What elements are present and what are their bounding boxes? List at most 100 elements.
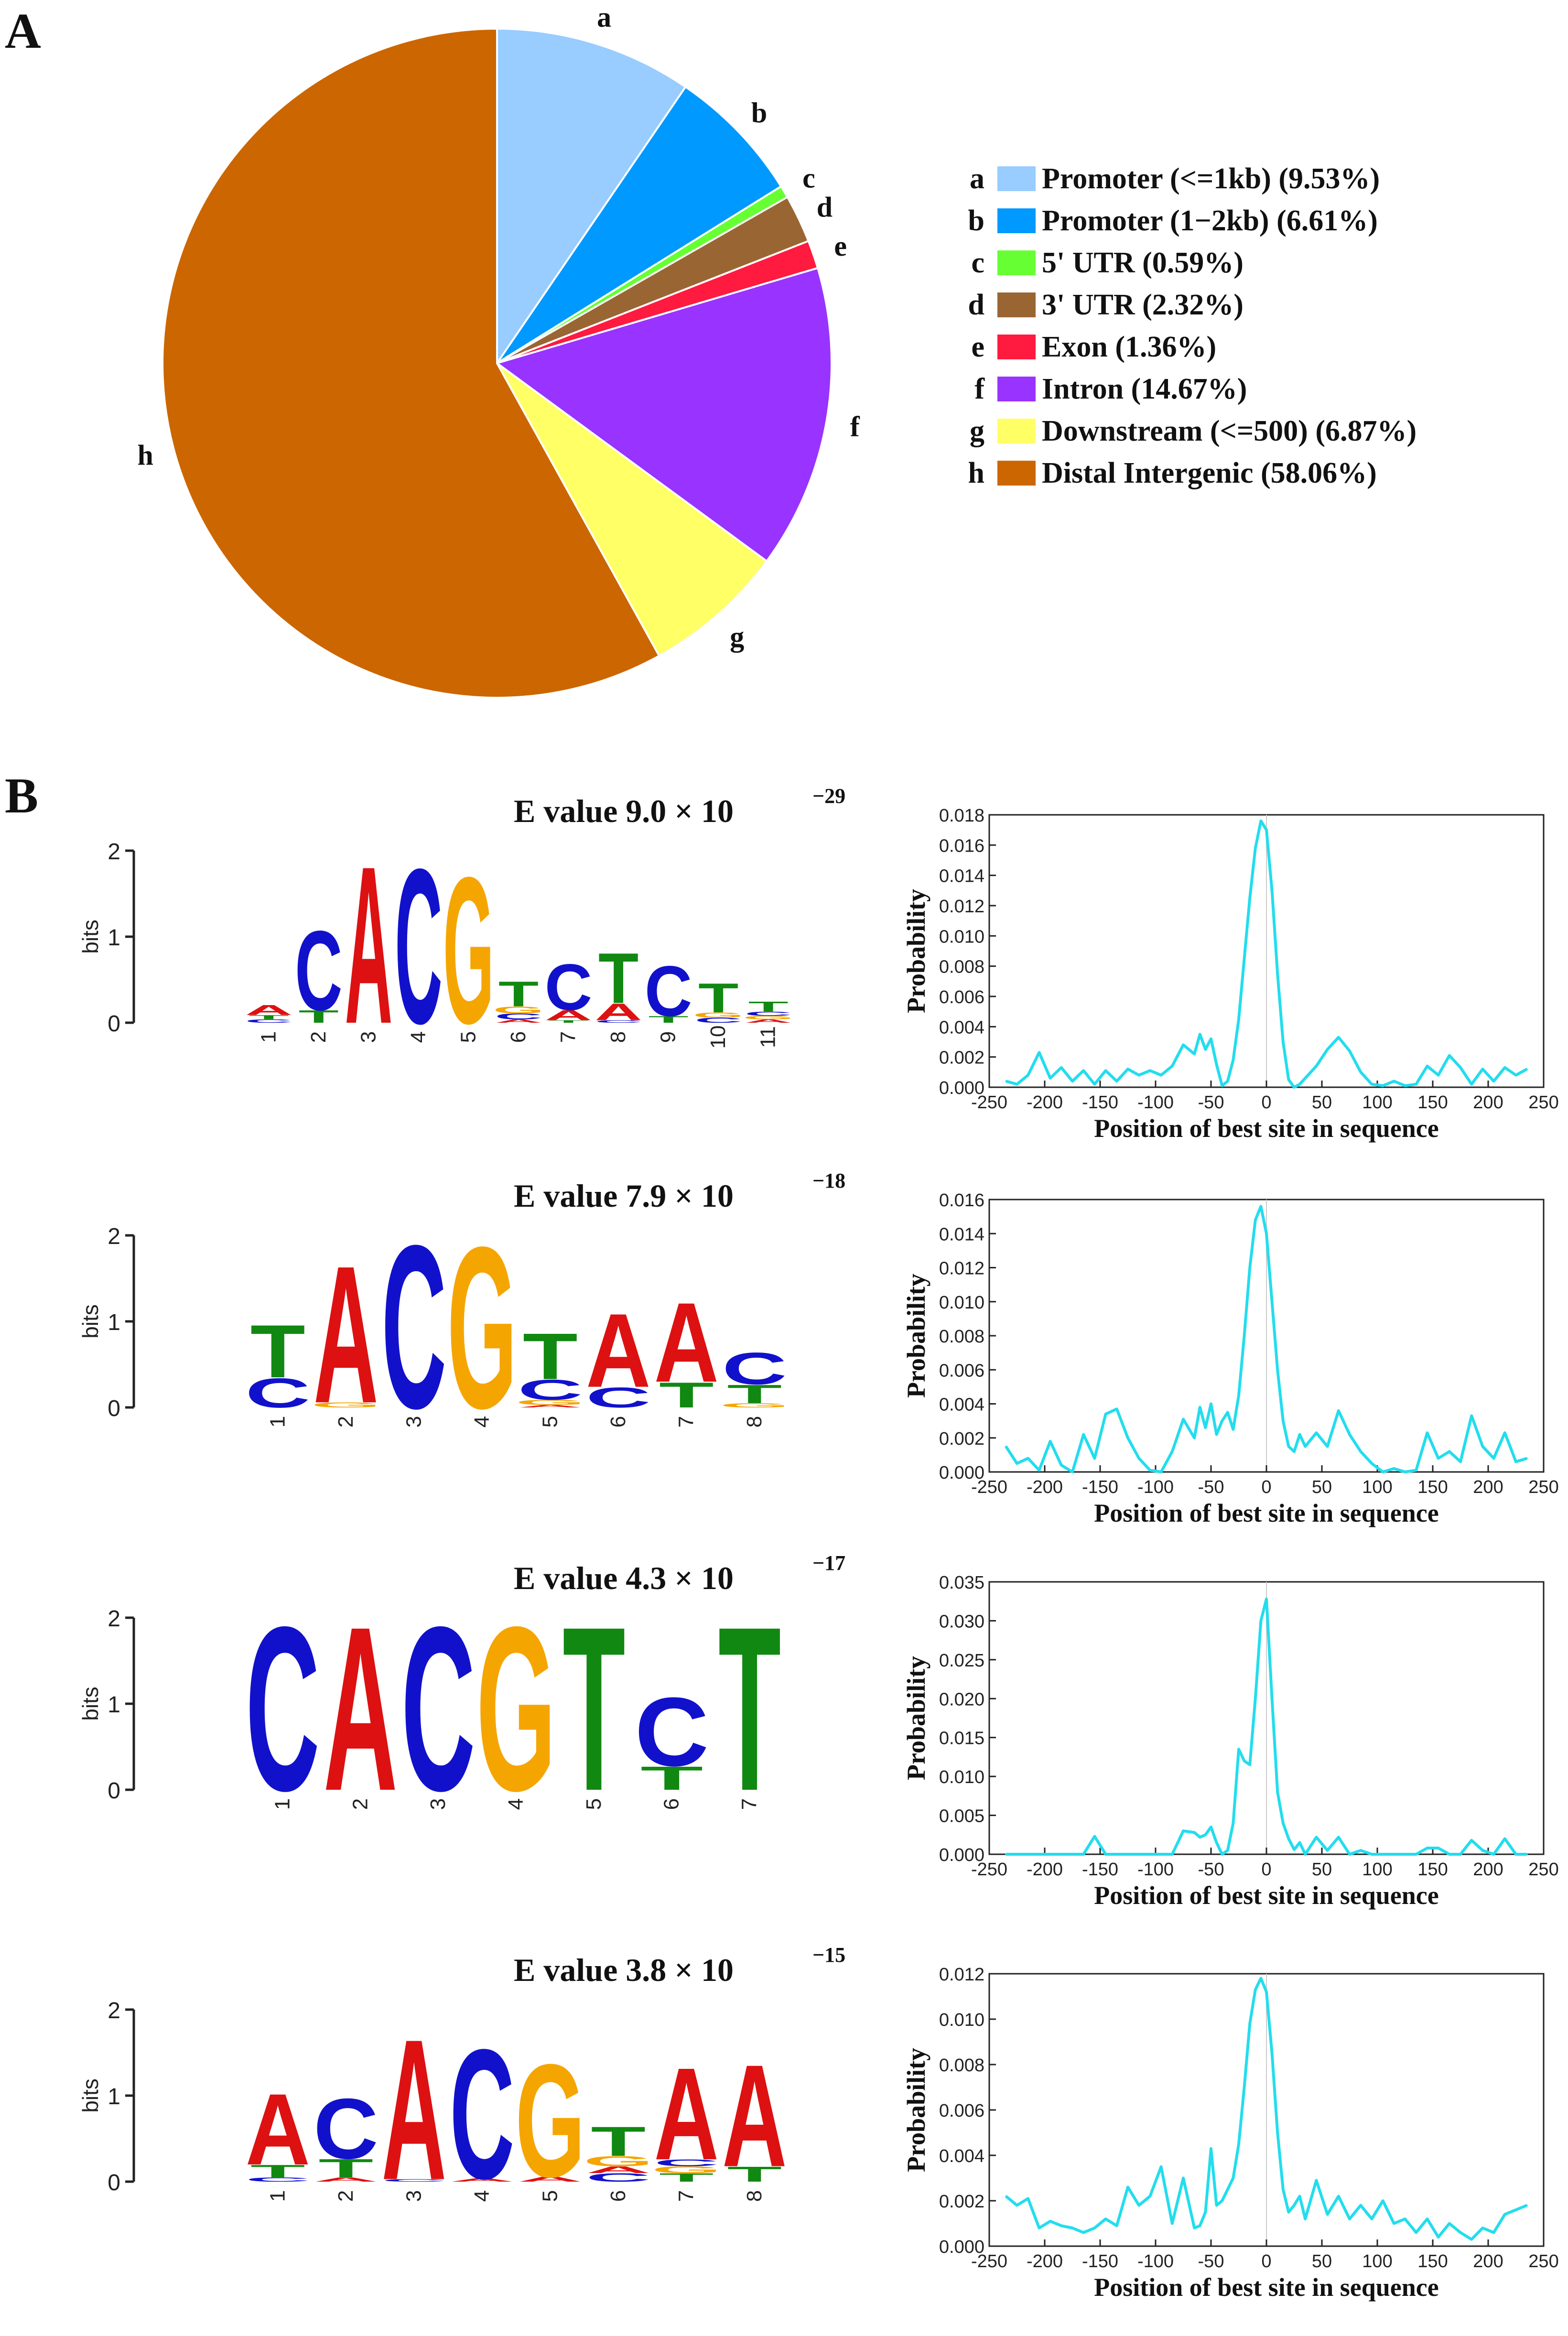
panel-a-label: A: [5, 3, 41, 59]
pie-slice-b: [496, 86, 783, 364]
pie-slice-letter: e: [834, 230, 847, 262]
x-tick-label: 250: [1528, 1092, 1558, 1113]
x-tick-label: -50: [1198, 1860, 1224, 1880]
y-tick-label: 0.010: [939, 1293, 984, 1313]
x-tick-label: 150: [1417, 1477, 1448, 1497]
probability-point: [1254, 1989, 1256, 1990]
logo-letter-T: T: [648, 1014, 688, 1025]
evalue-label: E value 9.0 × 10: [514, 793, 734, 829]
evalue-label: E value 3.8 × 10: [514, 1952, 734, 1988]
legend-letter: h: [968, 457, 984, 489]
y-tick-label: 0.000: [939, 1463, 984, 1483]
x-tick-label: -100: [1137, 1860, 1174, 1880]
logo-letter-T: T: [562, 1579, 625, 1840]
x-tick-label: -200: [1027, 2251, 1063, 2271]
probability-point: [1249, 2023, 1251, 2024]
probability-point: [1449, 1853, 1450, 1855]
x-tick-label: -150: [1082, 1477, 1118, 1497]
probability-point: [1393, 1468, 1395, 1470]
probability-point: [1504, 1838, 1506, 1839]
logo-letter-T: T: [698, 975, 738, 1022]
probability-point: [1299, 1434, 1301, 1436]
x-tick-label: 100: [1362, 1092, 1392, 1113]
probability-point: [1005, 2195, 1007, 2197]
legend-letter: e: [971, 331, 984, 363]
legend-label: Exon (1.36%): [1042, 331, 1216, 363]
y-tick-label: 0.006: [939, 1361, 984, 1381]
x-tick-label: -200: [1027, 1092, 1063, 1113]
logo-letter-A: A: [518, 1404, 583, 1408]
logo-y-tick-label: 2: [108, 1224, 120, 1249]
y-tick-label: 0.030: [939, 1611, 984, 1632]
y-tick-label: 0.010: [939, 2010, 984, 2030]
y-tick-label: 0.010: [939, 1767, 984, 1787]
logo-letter-T: T: [523, 1319, 578, 1393]
probability-point: [1299, 1842, 1301, 1844]
x-tick-label: -200: [1027, 1477, 1063, 1497]
logo-letter-G: G: [476, 1579, 556, 1840]
probability-point: [1221, 1420, 1223, 1422]
legend-letter: g: [970, 415, 984, 447]
y-tick-label: 0.002: [939, 1429, 984, 1449]
logo-letter-C: C: [745, 1010, 792, 1017]
pie-slice-letter: d: [817, 192, 833, 223]
probability-point: [1216, 2205, 1218, 2206]
probability-point: [1515, 1853, 1517, 1855]
probability-point: [1360, 1071, 1362, 1073]
logo-letter-C: C: [694, 1016, 742, 1024]
y-tick-label: 0.004: [939, 1017, 984, 1038]
logo-letter-A: A: [245, 1002, 293, 1018]
logo-letter-A: A: [381, 1997, 446, 2222]
probability-point: [1182, 1044, 1184, 1046]
logo-position-label: 9: [657, 1031, 680, 1043]
logo-position-label: 1: [257, 1031, 280, 1043]
logo-position-label: 2: [307, 1031, 330, 1043]
probability-point: [1193, 1831, 1195, 1833]
probability-point: [1227, 1849, 1229, 1851]
logo-position-label: 4: [470, 2190, 494, 2202]
probability-point: [1493, 1458, 1495, 1459]
logo-position-label: 4: [407, 1031, 430, 1043]
probability-point: [1216, 1842, 1218, 1844]
x-tick-label: 250: [1528, 2251, 1558, 2271]
y-tick-label: 0.014: [939, 1224, 984, 1244]
probability-point: [1293, 2205, 1295, 2206]
probability-point: [1515, 2209, 1517, 2211]
probability-point: [1304, 1077, 1306, 1079]
probability-point: [1449, 2223, 1450, 2224]
logo-letter-C: C: [586, 2171, 651, 2185]
x-tick-label: 100: [1362, 1477, 1392, 1497]
probability-point: [1299, 1083, 1301, 1085]
probability-point: [1244, 2087, 1245, 2088]
probability-point: [1287, 1079, 1289, 1081]
probability-point: [1127, 2186, 1129, 2188]
x-tick-label: 150: [1417, 1860, 1448, 1880]
probability-point: [1193, 2227, 1195, 2229]
probability-point: [1227, 2188, 1229, 2190]
pie-chart: [162, 27, 833, 699]
logo-letter-A: A: [245, 2072, 310, 2186]
logo-letter-A: A: [345, 820, 393, 1071]
legend-swatch: [997, 377, 1036, 401]
y-axis-label: Probability: [902, 889, 930, 1013]
probability-point: [1071, 1471, 1073, 1473]
y-tick-label: 0.002: [939, 1048, 984, 1068]
logo-position-label: 5: [538, 2190, 562, 2202]
logo-y-tick-label: 0: [108, 2170, 120, 2195]
probability-point: [1265, 1233, 1267, 1234]
x-axis-label: Position of best site in sequence: [1094, 1881, 1439, 1910]
logo-letter-G: G: [720, 1402, 789, 1409]
probability-point: [1471, 2239, 1472, 2240]
probability-point: [1216, 1434, 1218, 1436]
probability-point: [1481, 1849, 1483, 1851]
probability-point: [1315, 1065, 1317, 1067]
probability-point: [1138, 2205, 1140, 2206]
pie-slice-a: [496, 27, 687, 367]
logo-position-label: 8: [743, 2190, 766, 2202]
probability-point: [1244, 1760, 1245, 1762]
x-tick-label: -250: [971, 2251, 1007, 2271]
probability-point: [1093, 1083, 1095, 1085]
y-tick-label: 0.004: [939, 2146, 984, 2166]
logo-letter-G: G: [693, 1011, 744, 1019]
logo-letter-T: T: [727, 2162, 782, 2186]
